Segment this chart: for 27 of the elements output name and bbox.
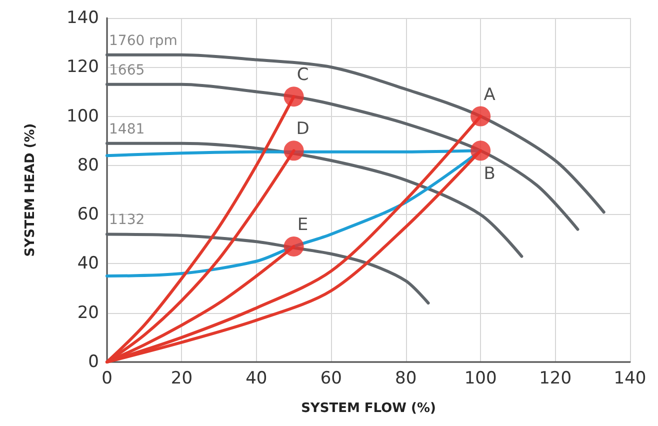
x-tick-label: 80 — [395, 368, 417, 388]
y-tick-label: 120 — [66, 57, 99, 78]
data-label: A — [484, 84, 496, 105]
y-tick-label: 100 — [66, 106, 99, 126]
series-label: 1665 — [109, 62, 145, 78]
x-tick-label: 60 — [320, 368, 342, 388]
x-tick-label: 140 — [614, 368, 646, 388]
data-label: B — [484, 164, 496, 184]
y-tick-label: 0 — [88, 352, 99, 372]
x-tick-label: 120 — [539, 368, 572, 388]
x-tick-label: 40 — [246, 368, 268, 388]
x-axis-title: SYSTEM FLOW (%) — [301, 401, 436, 416]
series-label: 1481 — [109, 121, 145, 138]
y-tick-label: 60 — [77, 204, 99, 225]
data-label: D — [296, 119, 310, 140]
x-tick-label: 0 — [102, 368, 112, 388]
data-label: C — [296, 65, 309, 86]
series-label: 1760 rpm — [109, 32, 178, 49]
x-tick-label: 100 — [464, 368, 497, 388]
y-tick-label: 20 — [77, 302, 99, 323]
series-label: 1132 — [109, 212, 145, 228]
data-label: E — [297, 215, 308, 236]
y-axis-title: SYSTEM HEAD (%) — [23, 123, 38, 257]
y-tick-label: 40 — [77, 254, 99, 274]
y-tick-label: 140 — [66, 8, 99, 28]
x-tick-label: 20 — [170, 368, 193, 388]
y-tick-label: 80 — [77, 155, 99, 176]
